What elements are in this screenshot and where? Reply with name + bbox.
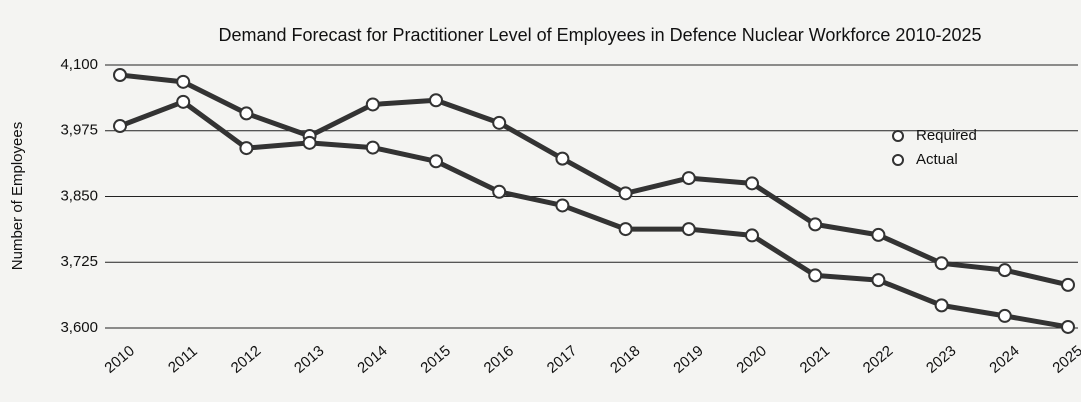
point [745,176,759,191]
point [239,141,254,156]
y-tick-label: 3,600 [60,319,98,336]
x-tick-label: 2025 [1049,342,1081,376]
series-line [119,99,1069,330]
x-tick-label: 2010 [101,342,137,376]
x-tick-label: 2021 [797,342,833,376]
point [1061,277,1075,292]
point [934,256,949,271]
point [618,222,633,237]
x-tick-label: 2013 [291,342,327,376]
x-tick-label: 2023 [923,342,959,376]
x-tick-label: 2015 [417,342,453,376]
point [113,67,127,82]
y-tick-label: 3,850 [60,187,98,204]
point [365,140,380,155]
point [997,308,1012,323]
point [808,217,823,232]
x-tick-label: 2012 [228,342,264,376]
series-line [119,72,1069,288]
y-tick-label: 4,100 [60,56,98,73]
point [871,227,886,242]
x-tick-label: 2018 [607,342,643,376]
x-tick-label: 2011 [165,343,201,377]
point [745,228,759,243]
point [365,97,380,112]
point [681,171,696,186]
point [808,268,823,283]
point [492,115,507,130]
x-tick-label: 2024 [986,342,1022,376]
point [492,184,507,199]
point [302,135,317,150]
point [555,198,570,213]
point [681,222,696,237]
point [1061,319,1075,334]
point [618,186,633,201]
point [429,154,443,169]
x-tick-label: 2020 [733,342,769,376]
x-tick-label: 2017 [544,342,580,376]
legend-marker [892,154,904,166]
y-tick-label: 3,725 [60,253,98,270]
point [871,273,886,288]
point [555,151,570,166]
legend-label: Actual [916,151,958,168]
y-tick-label: 3,975 [60,122,98,139]
point [934,298,949,313]
point [176,94,191,109]
legend-marker [892,130,904,142]
point [997,263,1012,278]
y-axis-title: Number of Employees [9,122,26,270]
x-tick-label: 2014 [354,342,390,376]
x-tick-label: 2016 [481,342,517,376]
point [176,74,191,89]
point [113,119,127,134]
chart-title: Demand Forecast for Practitioner Level o… [218,25,981,45]
legend-label: Required [916,127,977,144]
x-tick-label: 2022 [860,342,896,376]
point [429,93,443,108]
point [239,106,254,121]
x-tick-label: 2019 [670,342,706,376]
